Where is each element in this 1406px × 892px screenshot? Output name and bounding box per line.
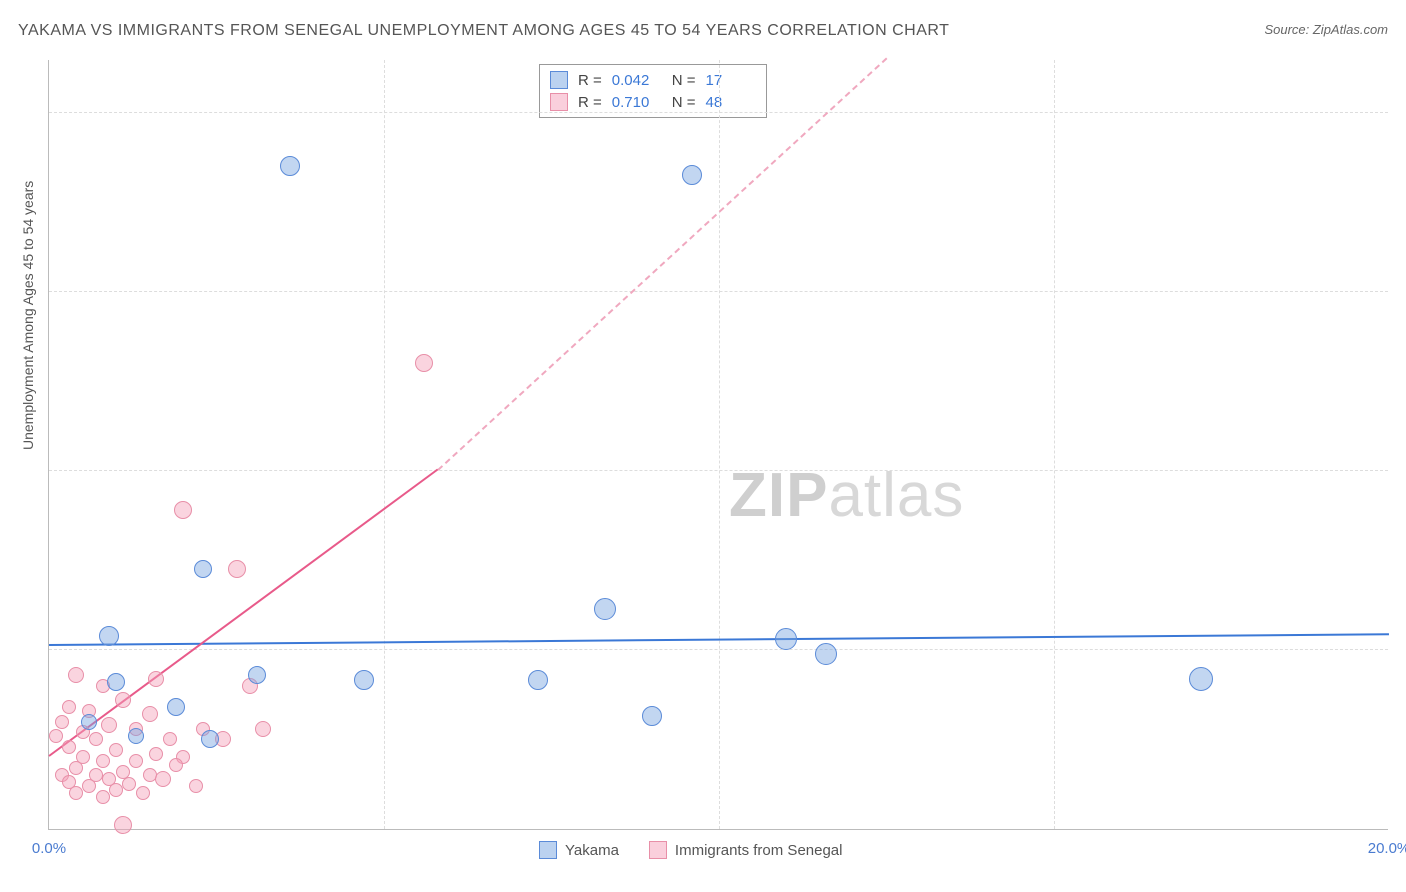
point-senegal <box>228 560 246 578</box>
plot-area: ZIPatlas R =0.042N =17R =0.710N =48 Yaka… <box>48 60 1388 830</box>
point-yakama <box>775 628 797 650</box>
point-yakama <box>128 728 144 744</box>
point-senegal <box>89 732 103 746</box>
point-senegal <box>69 786 83 800</box>
point-yakama <box>201 730 219 748</box>
legend-item: Immigrants from Senegal <box>649 841 843 859</box>
point-senegal <box>155 771 171 787</box>
legend-stat-row: R =0.042N =17 <box>550 69 756 91</box>
point-senegal <box>149 747 163 761</box>
point-senegal <box>122 777 136 791</box>
legend-item: Yakama <box>539 841 619 859</box>
point-senegal <box>174 501 192 519</box>
point-senegal <box>49 729 63 743</box>
point-senegal <box>82 779 96 793</box>
point-senegal <box>96 754 110 768</box>
point-senegal <box>68 667 84 683</box>
point-senegal <box>148 671 164 687</box>
swatch-blue <box>550 71 568 89</box>
point-senegal <box>255 721 271 737</box>
point-senegal <box>62 700 76 714</box>
swatch-blue <box>539 841 557 859</box>
point-yakama <box>594 598 616 620</box>
point-yakama <box>280 156 300 176</box>
point-yakama <box>642 706 662 726</box>
point-yakama <box>167 698 185 716</box>
gridline-v <box>384 60 385 829</box>
gridline-v <box>719 60 720 829</box>
point-senegal <box>415 354 433 372</box>
point-senegal <box>96 790 110 804</box>
point-senegal <box>109 743 123 757</box>
x-tick-label: 0.0% <box>32 840 66 857</box>
y-axis-label: Unemployment Among Ages 45 to 54 years <box>20 181 36 450</box>
point-senegal <box>69 761 83 775</box>
point-yakama <box>248 666 266 684</box>
point-yakama <box>528 670 548 690</box>
point-senegal <box>169 758 183 772</box>
swatch-pink <box>649 841 667 859</box>
point-senegal <box>55 715 69 729</box>
point-yakama <box>99 626 119 646</box>
x-tick-label: 20.0% <box>1368 840 1406 857</box>
trendline <box>437 57 887 470</box>
legend-stat-row: R =0.710N =48 <box>550 91 756 113</box>
legend-stats: R =0.042N =17R =0.710N =48 <box>539 64 767 118</box>
point-senegal <box>142 706 158 722</box>
source-label: Source: ZipAtlas.com <box>1264 22 1388 37</box>
point-senegal <box>115 692 131 708</box>
point-senegal <box>62 740 76 754</box>
point-yakama <box>107 673 125 691</box>
point-senegal <box>163 732 177 746</box>
correlation-chart: YAKAMA VS IMMIGRANTS FROM SENEGAL UNEMPL… <box>0 0 1406 892</box>
chart-title: YAKAMA VS IMMIGRANTS FROM SENEGAL UNEMPL… <box>18 22 949 40</box>
point-yakama <box>682 165 702 185</box>
legend-series: Yakama Immigrants from Senegal <box>539 841 843 859</box>
point-yakama <box>815 643 837 665</box>
point-senegal <box>114 816 132 834</box>
point-senegal <box>101 717 117 733</box>
point-senegal <box>136 786 150 800</box>
point-yakama <box>81 714 97 730</box>
point-senegal <box>129 754 143 768</box>
gridline-v <box>1054 60 1055 829</box>
point-yakama <box>194 560 212 578</box>
trendline <box>48 469 438 757</box>
point-senegal <box>109 783 123 797</box>
point-yakama <box>354 670 374 690</box>
point-senegal <box>189 779 203 793</box>
point-yakama <box>1189 667 1213 691</box>
swatch-pink <box>550 93 568 111</box>
